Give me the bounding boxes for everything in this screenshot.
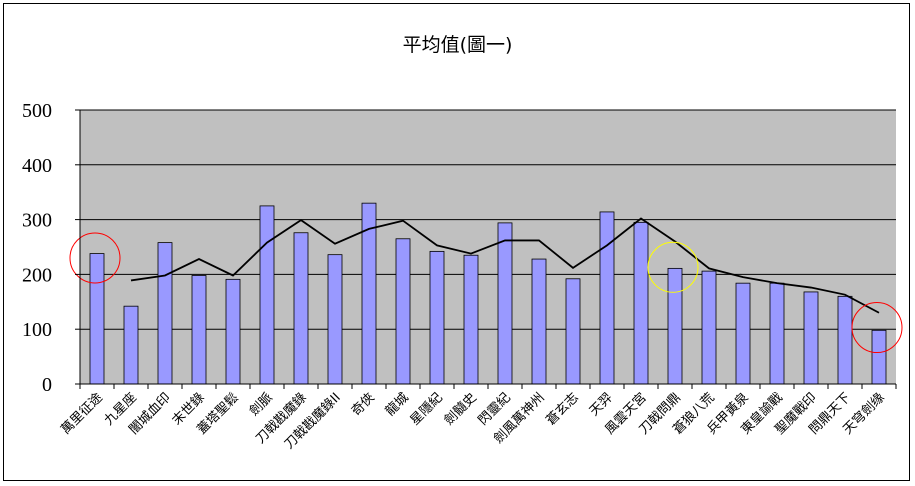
x-tick-label-10: 星隱紀 [408,390,446,428]
bar-12 [497,222,513,385]
annotation-circles [69,232,903,354]
y-tick-label-500: 500 [22,100,52,122]
bar-0 [89,253,105,385]
y-tick-label-100: 100 [22,319,52,341]
bar-13 [531,258,547,385]
annotation-circle-0 [69,232,121,284]
y-tick-label-200: 200 [22,264,52,286]
line-series [130,217,880,314]
x-tick-label-11: 劍髓史 [441,390,480,429]
y-tick-label-0: 0 [42,374,52,396]
bar-9 [395,238,411,385]
x-tick-label-0: 萬里征途 [58,390,106,438]
bar-7 [327,254,343,385]
x-tick-label-9: 龍城 [382,390,412,420]
y-tick-label-300: 300 [22,210,52,232]
bar-11 [463,254,479,385]
bar-23 [871,329,887,385]
x-tick-label-15: 天羿 [587,390,616,419]
bar-16 [633,221,649,385]
average-line [130,217,880,314]
y-tick-label-400: 400 [22,155,52,177]
bar-14 [565,278,581,385]
bar-21 [803,291,819,385]
bar-6 [293,232,309,385]
x-tick-label-8: 奇俠 [348,390,378,420]
annotation-circle-1 [647,241,699,293]
bar-1 [123,305,139,385]
bar-2 [157,242,173,385]
bar-15 [599,211,615,385]
bar-18 [701,270,717,385]
bar-22 [837,295,853,385]
bar-10 [429,250,445,385]
bar-17 [667,267,683,385]
bar-4 [225,278,241,385]
gridlines [80,109,896,330]
bar-5 [259,205,275,385]
annotation-circle-2 [851,302,903,354]
chart-title: 平均值(圖一) [402,34,513,56]
bar-19 [735,282,751,385]
x-tick-label-5: 劍脈 [246,390,276,420]
y-axis: 500 400 300 200 100 0 [22,100,81,396]
bar-20 [769,282,785,385]
bar-3 [191,275,207,385]
x-tick-label-14: 蒼玄志 [544,390,582,428]
